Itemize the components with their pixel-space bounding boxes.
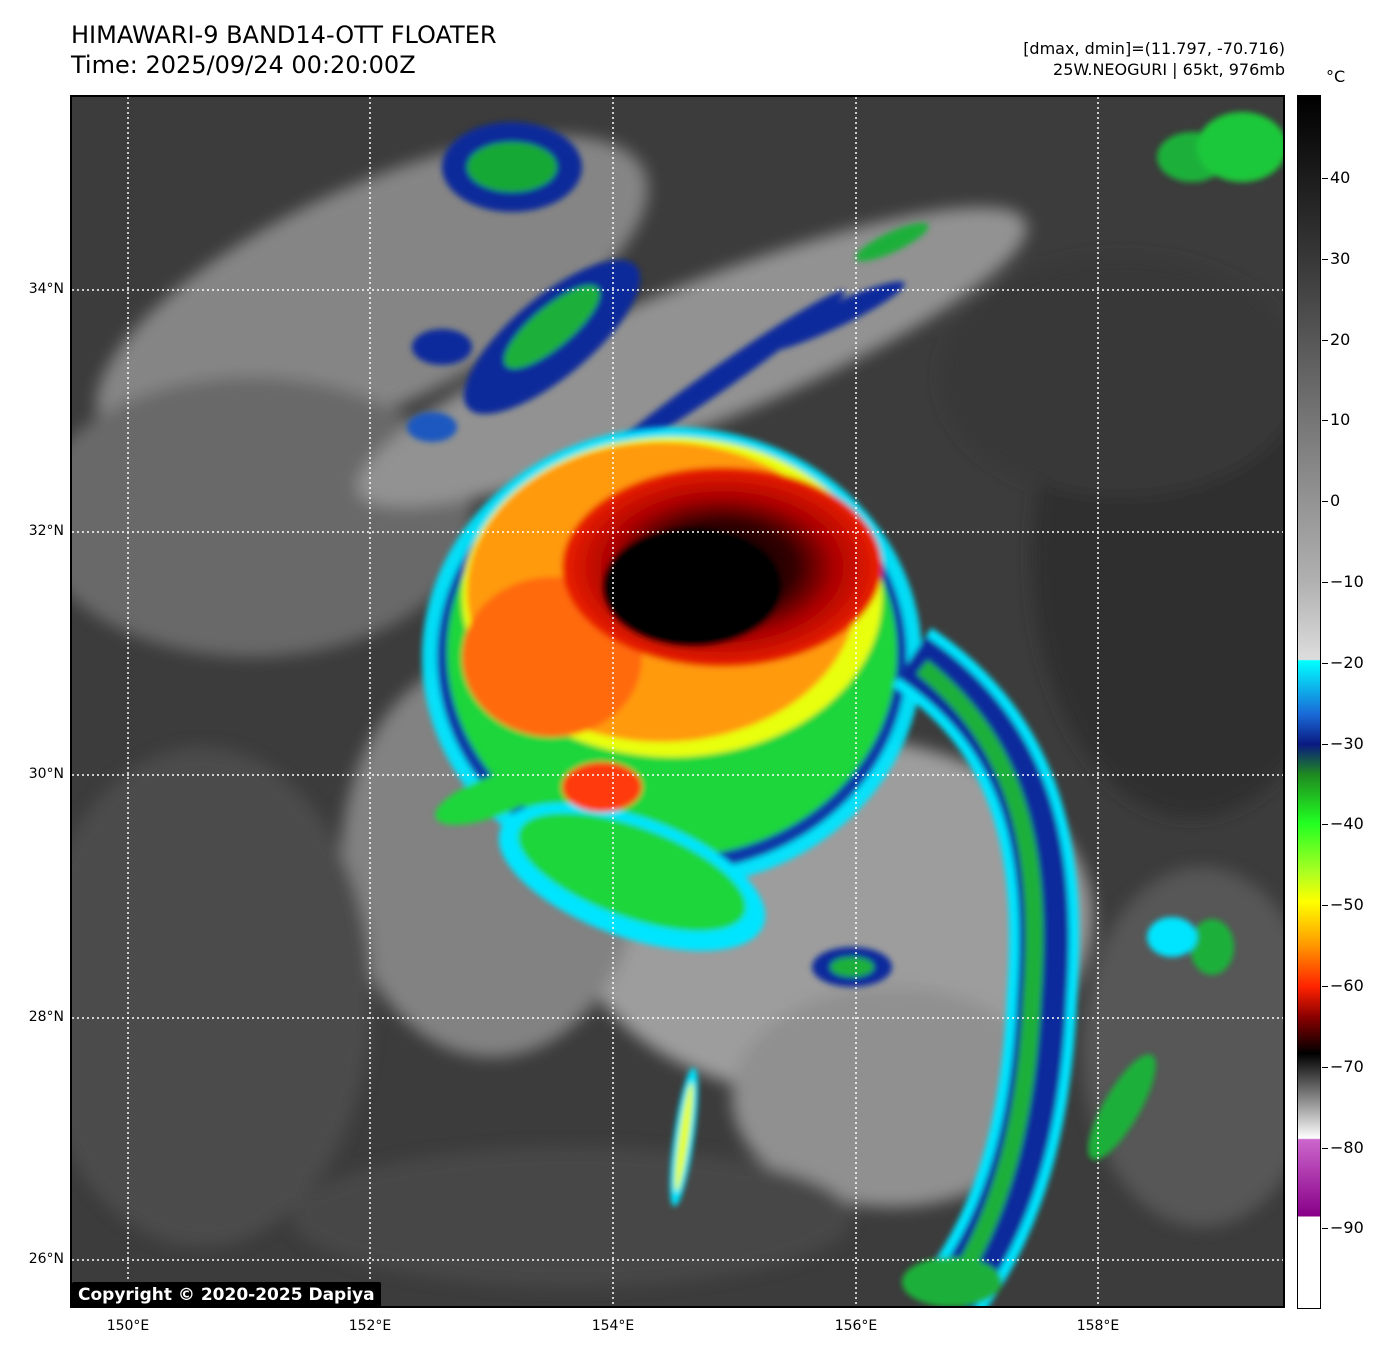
colorbar-tick-label: 40 [1330,168,1351,187]
colorbar-tick-label: −60 [1330,976,1364,995]
colorbar-tick-label: −80 [1330,1138,1364,1157]
colorbar-tick-label: 0 [1330,491,1341,510]
colorbar-tick [1322,986,1328,987]
colorbar-tick [1322,663,1328,664]
colorbar [1297,95,1321,1309]
lat-label-32n: 32°N [28,523,64,539]
title-line-1: HIMAWARI-9 BAND14-OTT FLOATER [71,21,497,49]
colorbar-tick [1322,178,1328,179]
colorbar-tick-label: −20 [1330,653,1364,672]
colorbar-tick-label: −40 [1330,814,1364,833]
storm-info: [dmax, dmin]=(11.797, -70.716) 25W.NEOGU… [1023,38,1285,80]
colorbar-tick [1322,1228,1328,1229]
copyright-badge: Copyright © 2020-2025 Dapiya [72,1282,381,1308]
colorbar-tick-label: 10 [1330,410,1351,429]
lat-label-30n: 30°N [28,766,64,782]
lon-label-152e: 152°E [348,1318,392,1334]
colorbar-tick [1322,582,1328,583]
chart-title: HIMAWARI-9 BAND14-OTT FLOATER Time: 2025… [71,20,497,80]
lat-label-28n: 28°N [28,1009,64,1025]
lon-label-154e: 154°E [591,1318,635,1334]
colorbar-tick [1322,420,1328,421]
colorbar-tick-label: −90 [1330,1218,1364,1237]
map-imagery [72,97,1283,1306]
colorbar-tick-label: −70 [1330,1057,1364,1076]
colorbar-tick [1322,744,1328,745]
colorbar-tick [1322,1148,1328,1149]
storm-summary-text: 25W.NEOGURI | 65kt, 976mb [1053,60,1285,79]
colorbar-tick-label: 30 [1330,249,1351,268]
colorbar-tick [1322,340,1328,341]
colorbar-tick [1322,905,1328,906]
lat-label-26n: 26°N [28,1251,64,1267]
lon-label-150e: 150°E [106,1318,150,1334]
colorbar-tick [1322,259,1328,260]
satellite-map[interactable] [70,95,1285,1308]
colorbar-tick [1322,824,1328,825]
lon-label-158e: 158°E [1076,1318,1120,1334]
graticule [72,97,1283,1306]
colorbar-tick [1322,1067,1328,1068]
colorbar-unit: °C [1326,67,1346,86]
lat-label-34n: 34°N [28,281,64,297]
colorbar-tick [1322,501,1328,502]
colorbar-tick-label: −50 [1330,895,1364,914]
colorbar-tick-label: 20 [1330,330,1351,349]
colorbar-tick-label: −10 [1330,572,1364,591]
colorbar-tick-label: −30 [1330,734,1364,753]
title-line-2: Time: 2025/09/24 00:20:00Z [71,51,416,79]
data-range-text: [dmax, dmin]=(11.797, -70.716) [1023,39,1285,58]
lon-label-156e: 156°E [834,1318,878,1334]
